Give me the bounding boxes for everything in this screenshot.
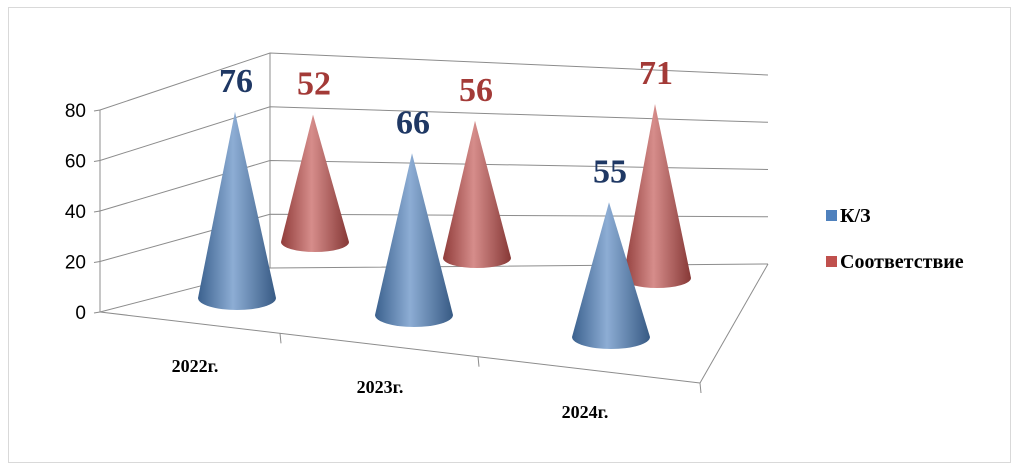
cones	[198, 104, 691, 349]
y-tick-label: 0	[75, 303, 86, 324]
y-tick-label: 60	[65, 152, 86, 173]
cone-body	[572, 202, 650, 349]
cone-body	[198, 111, 276, 310]
cone-sootvetstvie	[443, 120, 511, 268]
category-tick	[699, 382, 702, 394]
tick-mark	[93, 261, 101, 263]
data-label: 66	[396, 104, 430, 141]
cone-kz	[375, 153, 453, 327]
cone-kz	[572, 202, 650, 349]
y-axis-ticks: 0 20 40 60 80	[65, 101, 86, 324]
y-tick-label: 40	[65, 202, 86, 223]
cone-body	[443, 120, 511, 268]
cone-body	[281, 114, 349, 252]
x-axis-categories: 2022г. 2023г. 2024г.	[172, 356, 609, 422]
floor-right-edge	[699, 263, 769, 384]
tick-mark	[93, 160, 101, 162]
cone-body	[375, 153, 453, 327]
data-labels: 52 76 56 66 71 55	[219, 55, 673, 190]
category-label: 2024г.	[562, 402, 609, 422]
cone-body	[623, 104, 691, 288]
y-tick-label: 80	[65, 101, 86, 122]
category-label: 2022г.	[172, 356, 219, 376]
legend-label: Соответствие	[840, 251, 964, 273]
legend-label: К/З	[840, 205, 871, 227]
gridline	[99, 106, 769, 161]
cone-kz	[198, 111, 276, 310]
y-tick-label: 20	[65, 253, 86, 274]
data-label: 71	[639, 55, 673, 92]
tick-mark	[93, 109, 101, 112]
chart-frame	[8, 7, 1011, 463]
data-label: 55	[593, 153, 627, 190]
legend-swatch	[826, 210, 837, 221]
category-label: 2023г.	[357, 377, 404, 397]
data-label: 56	[459, 72, 493, 109]
legend: К/З Соответствие	[826, 205, 964, 273]
data-label: 52	[297, 66, 331, 103]
tick-mark	[93, 210, 101, 213]
cone-sootvetstvie	[623, 104, 691, 288]
category-tick	[279, 333, 282, 344]
data-label: 76	[219, 63, 253, 100]
legend-swatch	[826, 256, 837, 267]
tick-mark	[93, 311, 101, 314]
cone-sootvetstvie	[281, 114, 349, 252]
floor-front-edge	[99, 311, 701, 384]
category-tick	[477, 356, 480, 367]
